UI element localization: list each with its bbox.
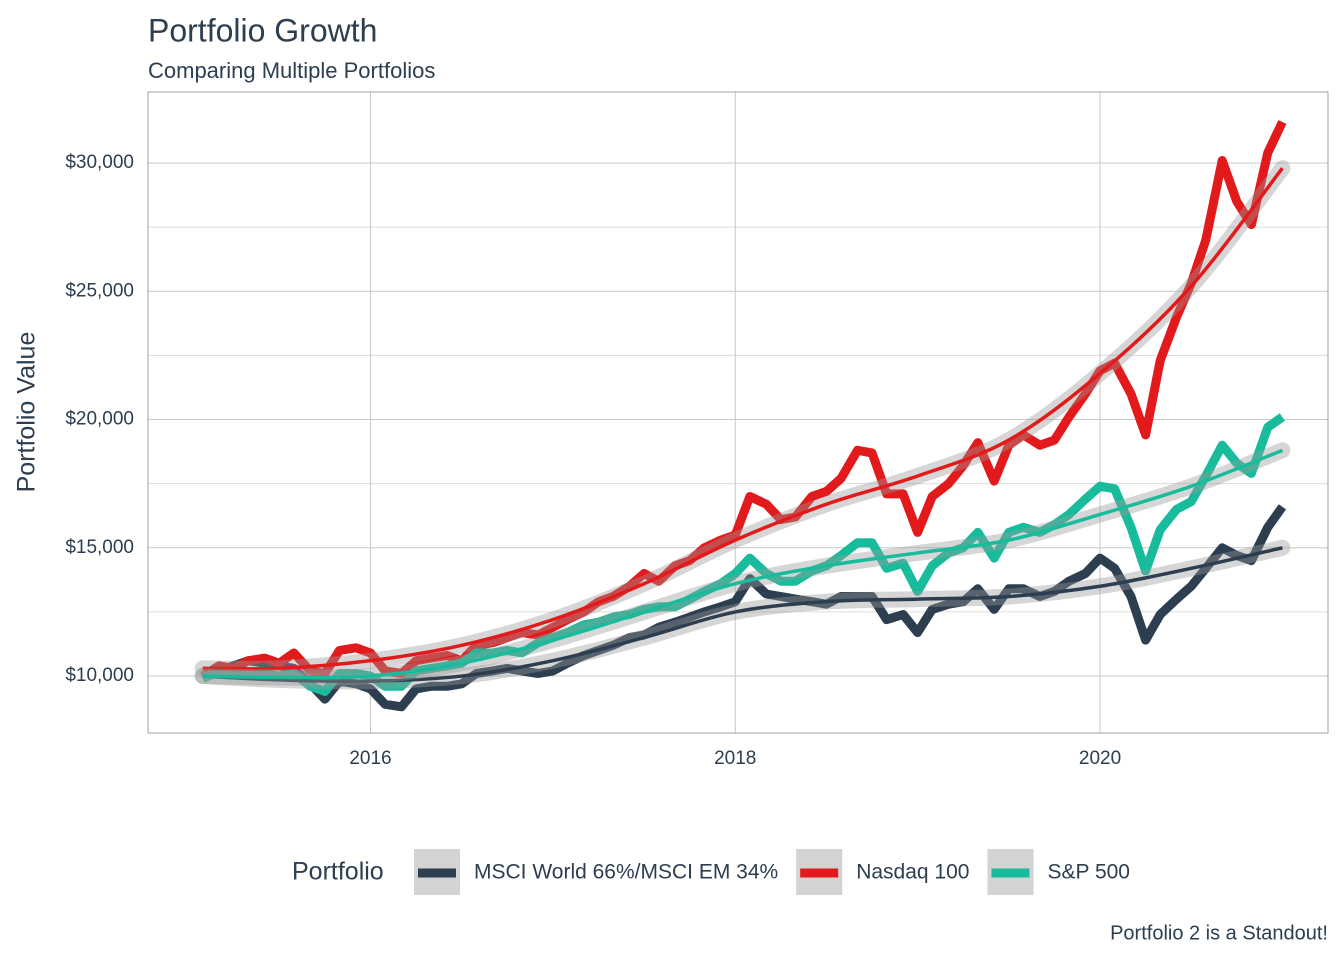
trend-line [202,167,1284,671]
x-tick-label: 2018 [714,748,756,769]
legend-title: Portfolio [292,858,384,886]
y-axis-label: Portfolio Value [13,332,41,493]
legend-label: S&P 500 [1047,861,1130,884]
trend-line [202,448,1284,680]
y-tick-label: $25,000 [65,280,134,301]
y-tick-label: $30,000 [65,152,134,173]
legend-label: MSCI World 66%/MSCI EM 34% [474,861,778,884]
caption: Portfolio 2 is a Standout! [1110,922,1328,944]
series-line [200,413,1285,696]
chart-subtitle: Comparing Multiple Portfolios [148,58,435,83]
trend-line [202,546,1283,684]
x-tick-label: 2020 [1079,748,1121,769]
legend-label: Nasdaq 100 [856,861,969,884]
chart-title: Portfolio Growth [148,12,377,48]
series-line [201,504,1287,712]
y-tick-label: $20,000 [65,409,134,430]
y-tick-label: $10,000 [65,665,134,686]
plot-border [147,91,1329,734]
y-tick-label: $15,000 [65,537,134,558]
x-tick-label: 2016 [349,748,391,769]
